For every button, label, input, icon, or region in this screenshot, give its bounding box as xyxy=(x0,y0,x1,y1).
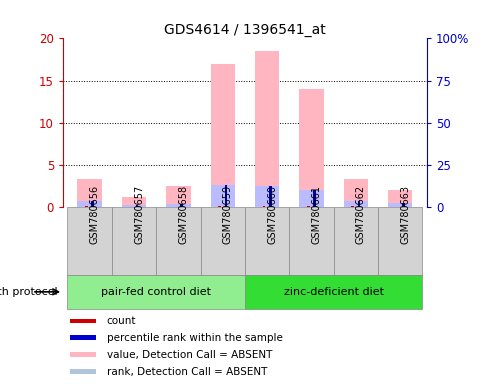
Bar xyxy=(77,179,102,207)
Text: growth protocol: growth protocol xyxy=(0,287,60,297)
Text: GSM780656: GSM780656 xyxy=(90,185,99,244)
Bar xyxy=(299,190,323,207)
Text: GSM780661: GSM780661 xyxy=(311,185,321,243)
Bar xyxy=(121,205,146,207)
Text: GSM780658: GSM780658 xyxy=(178,185,188,244)
Bar xyxy=(299,89,323,207)
Text: rank, Detection Call = ABSENT: rank, Detection Call = ABSENT xyxy=(106,367,267,377)
Bar xyxy=(67,207,112,275)
Title: GDS4614 / 1396541_at: GDS4614 / 1396541_at xyxy=(164,23,325,37)
Bar xyxy=(91,200,94,207)
Bar xyxy=(387,190,411,207)
Bar xyxy=(180,204,182,207)
Bar xyxy=(136,205,138,207)
Bar xyxy=(166,186,190,207)
Text: GSM780662: GSM780662 xyxy=(355,185,365,244)
Bar xyxy=(255,186,279,207)
Bar xyxy=(268,186,271,207)
Text: GSM780663: GSM780663 xyxy=(399,185,409,243)
Bar xyxy=(70,336,95,340)
Bar xyxy=(357,200,360,207)
Bar xyxy=(343,200,367,207)
Bar xyxy=(244,275,422,309)
Bar xyxy=(224,185,227,207)
Text: zinc-deficient diet: zinc-deficient diet xyxy=(283,287,383,297)
Bar xyxy=(313,190,315,207)
Bar xyxy=(70,369,95,374)
Text: pair-fed control diet: pair-fed control diet xyxy=(101,287,211,297)
Bar xyxy=(255,51,279,207)
Bar xyxy=(67,275,244,309)
Bar xyxy=(387,203,411,207)
Bar xyxy=(343,179,367,207)
Bar xyxy=(306,206,309,207)
Bar xyxy=(200,207,244,275)
Text: GSM780660: GSM780660 xyxy=(267,185,276,243)
Bar xyxy=(77,200,102,207)
Text: GSM780659: GSM780659 xyxy=(222,185,232,244)
Bar xyxy=(351,206,353,207)
Bar xyxy=(121,197,146,207)
Text: percentile rank within the sample: percentile rank within the sample xyxy=(106,333,282,343)
Bar xyxy=(166,204,190,207)
Bar xyxy=(156,207,200,275)
Bar xyxy=(262,206,265,207)
Bar xyxy=(244,207,288,275)
Bar xyxy=(85,206,88,207)
Bar xyxy=(210,64,234,207)
Bar xyxy=(401,203,404,207)
Bar xyxy=(377,207,422,275)
Bar xyxy=(218,206,221,207)
Bar xyxy=(70,353,95,357)
Bar xyxy=(112,207,156,275)
Text: value, Detection Call = ABSENT: value, Detection Call = ABSENT xyxy=(106,350,272,360)
Bar xyxy=(288,207,333,275)
Bar xyxy=(210,185,234,207)
Bar xyxy=(70,319,95,323)
Text: GSM780657: GSM780657 xyxy=(134,184,144,244)
Bar xyxy=(333,207,377,275)
Text: count: count xyxy=(106,316,136,326)
